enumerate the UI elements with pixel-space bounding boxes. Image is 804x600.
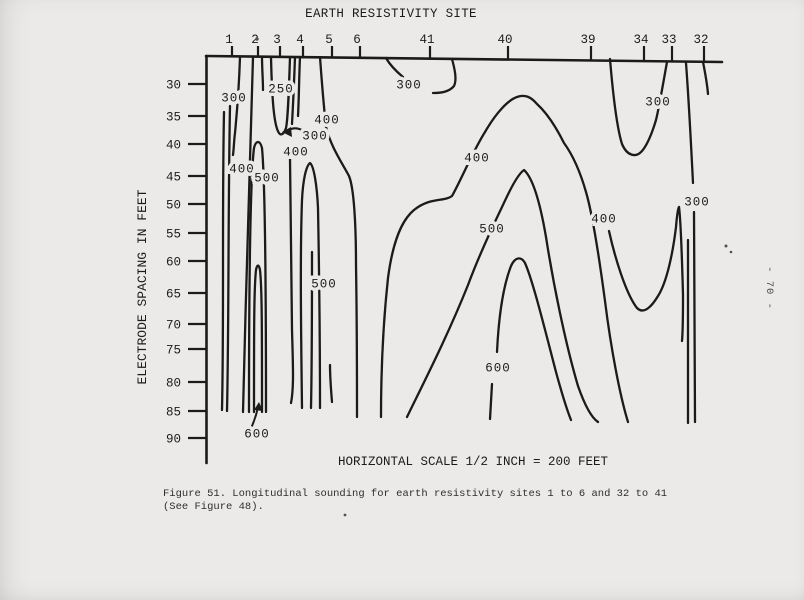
caption-line2: (See Figure 48). [163,501,264,513]
label-leader-arrowhead [254,402,263,411]
contour-line-600 [495,257,573,422]
contour-line-300 [684,61,695,185]
contour-line-300 [607,205,685,343]
contour-line-400 [288,156,295,405]
contour-line-300 [692,210,697,424]
contour-line-400 [379,94,630,424]
contour-label-400: 400 [229,163,255,177]
spacing-label: 40 [166,139,181,153]
contour-label-400: 400 [283,146,309,160]
contour-label-300: 300 [684,196,710,210]
spacing-label: 90 [166,433,181,447]
spacing-label: 65 [166,288,181,302]
site-label: 41 [419,33,434,47]
contour-line-300 [290,55,297,126]
scan-speck [255,37,259,41]
contour-line-300 [220,110,226,412]
contour-line-400 [299,161,322,410]
contour-line-250 [269,55,292,136]
contour-label-300: 300 [396,79,422,93]
contour-label-500: 500 [479,223,505,237]
site-label: 4 [296,33,304,47]
site-label: 2 [251,33,259,47]
spacing-label: 75 [166,344,181,358]
spacing-label: 80 [166,377,181,391]
contour-label-600: 600 [244,428,270,442]
site-label: 34 [633,33,648,47]
contour-line-400 [247,140,268,414]
figure-caption: Figure 51. Longitudinal sounding for ear… [163,488,667,514]
contour-line-300 [241,55,255,414]
contour-line-300 [260,55,265,92]
contour-label-300: 300 [302,130,328,144]
scale-note: HORIZONTAL SCALE 1/2 INCH = 200 FEET [338,455,609,469]
contour-line-500 [252,264,264,414]
spacing-label: 70 [166,319,181,333]
contour-label-500: 500 [311,278,337,292]
spacing-label: 85 [166,406,181,420]
site-label: 6 [353,33,361,47]
page-number: - 70 - [750,254,788,322]
contour-label-600: 600 [485,362,511,376]
spacing-label: 45 [166,171,181,185]
contour-line-300 [296,55,302,118]
contour-label-300: 300 [645,96,671,110]
contour-label-250: 250 [268,83,294,97]
contour-line-500 [309,250,314,410]
contour-label-500: 500 [254,172,280,186]
top-axis-line [204,54,724,64]
page-number-text: - 70 - [763,266,775,310]
site-label: 33 [661,33,676,47]
contour-line-600 [488,382,494,421]
contour-label-300: 300 [221,92,247,106]
contour-label-400: 400 [591,213,617,227]
spacing-label: 60 [166,256,181,270]
contour-line-300 [431,57,457,95]
y-axis-title: ELECTRODE SPACING IN FEET [135,189,150,384]
contour-line-300 [608,57,669,157]
site-label: 5 [325,33,333,47]
contour-label-400: 400 [464,152,490,166]
chart-title: EARTH RESISTIVITY SITE [305,7,477,21]
spacing-label: 55 [166,228,181,242]
site-label: 32 [693,33,708,47]
contour-line-400 [318,55,359,419]
spacing-label: 50 [166,199,181,213]
contour-line-500 [405,168,600,424]
contour-line-300 [384,56,405,79]
contour-line-500 [328,363,334,404]
contour-label-400: 400 [314,114,340,128]
scan-speck [724,244,728,248]
spacing-label: 30 [166,79,181,93]
contour-line-300 [231,55,242,157]
spacing-label: 35 [166,111,181,125]
scan-speck [343,513,347,517]
site-label: 3 [273,33,281,47]
site-label: 40 [497,33,512,47]
caption-line1: Figure 51. Longitudinal sounding for ear… [163,488,668,500]
contour-line-300 [225,104,232,413]
label-leader-arrowhead [282,127,292,137]
scan-speck [729,250,733,254]
contour-line-300 [701,60,710,96]
site-label: 39 [580,33,595,47]
site-label: 1 [225,33,233,47]
